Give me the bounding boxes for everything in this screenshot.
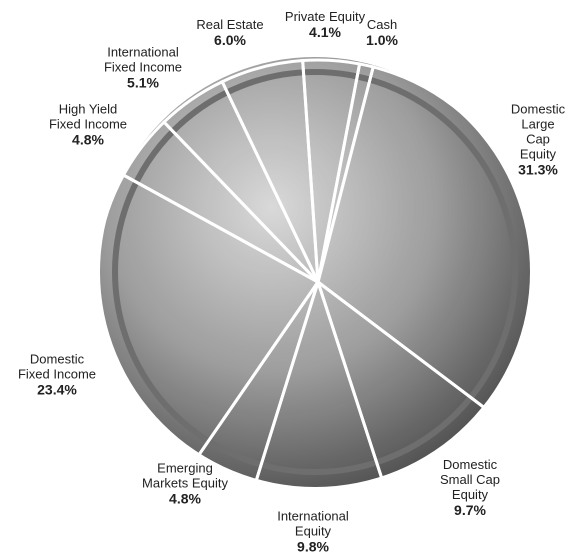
slice-label: Domestic Large Cap Equity 31.3% [511,102,565,179]
slice-label: High Yield Fixed Income 4.8% [49,102,127,149]
slice-value: 31.3% [518,161,558,178]
slice-name: Domestic Small Cap Equity [440,457,500,502]
pie-slice [316,62,376,283]
slice-value: 6.0% [214,32,246,48]
slice-label: Real Estate 6.0% [196,17,263,49]
slice-name: Private Equity [284,9,366,24]
slice-label: Domestic Fixed Income 23.4% [18,352,96,399]
pie-slice [94,173,321,467]
coin-background [100,57,530,487]
coin-rim [112,69,518,475]
slice-name: Domestic Large Cap Equity [510,101,566,162]
slice-label: Private Equity 4.1% [285,9,365,41]
slice-name: International Equity [277,508,349,539]
slice-name: Real Estate [196,17,264,32]
slice-value: 9.8% [297,538,329,555]
pie-slice [250,277,389,506]
slice-name: International Fixed Income [103,44,183,75]
slice-name: Emerging Markets Equity [142,460,228,491]
slice-name: Domestic Fixed Income [17,351,97,382]
slice-value: 23.4% [37,381,77,398]
slice-name: High Yield Fixed Income [48,101,128,132]
slice-value: 1.0% [366,32,398,48]
slice-value: 5.1% [127,74,159,91]
slice-label: Domestic Small Cap Equity 9.7% [440,457,500,519]
slice-value: 4.8% [169,490,201,507]
slice-label: International Equity 9.8% [277,509,349,556]
slice-value: 9.7% [454,502,486,518]
slice-value: 4.8% [72,131,104,148]
slice-label: Emerging Markets Equity 4.8% [142,461,228,508]
slice-label: International Fixed Income 5.1% [104,45,182,92]
slice-label: Cash 1.0% [366,17,398,49]
slice-value: 4.1% [309,24,341,40]
pie-slice [315,277,498,496]
slice-name: Cash [366,17,398,32]
pie-slice [316,65,542,418]
